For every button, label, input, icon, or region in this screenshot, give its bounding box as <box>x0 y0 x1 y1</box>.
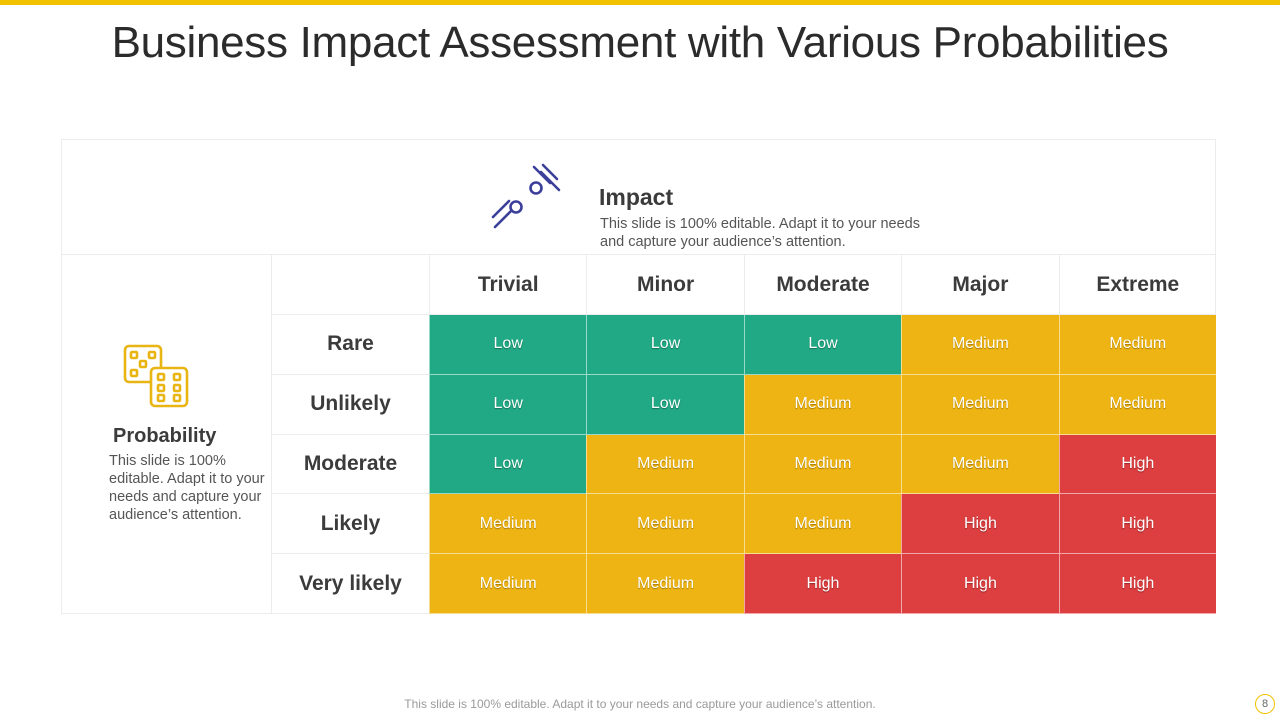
comet-icon <box>491 163 561 229</box>
risk-cell: High <box>743 554 902 614</box>
risk-cell: Medium <box>1058 374 1216 435</box>
impact-description: This slide is 100% editable. Adapt it to… <box>600 216 920 250</box>
risk-cell: High <box>1058 554 1216 614</box>
risk-cell: High <box>1058 434 1216 495</box>
risk-cell: Medium <box>743 494 902 555</box>
row-header-moderate: Moderate <box>272 435 429 495</box>
risk-cell: Medium <box>743 434 902 495</box>
risk-cell: Medium <box>743 374 902 435</box>
probability-title: Probability <box>113 425 217 447</box>
impact-title: Impact <box>599 184 674 210</box>
risk-cell: Low <box>429 374 587 435</box>
risk-cell: High <box>901 554 1059 614</box>
risk-cell: Medium <box>901 374 1059 435</box>
risk-cell: Medium <box>586 494 744 555</box>
risk-cell: Medium <box>901 315 1059 375</box>
risk-cell: Low <box>429 434 587 495</box>
risk-cell: Medium <box>901 434 1059 495</box>
row-header-likely: Likely <box>272 494 429 555</box>
risk-cell: Low <box>586 374 744 435</box>
column-header-moderate: Moderate <box>743 255 902 315</box>
risk-cell: Low <box>429 315 587 375</box>
impact-header-band <box>61 139 1216 255</box>
risk-cell: Medium <box>429 494 587 555</box>
row-header-unlikely: Unlikely <box>272 375 429 435</box>
risk-cell: Low <box>743 315 902 375</box>
risk-cell: Medium <box>586 554 744 614</box>
risk-cell: Medium <box>1058 315 1216 375</box>
row-header-very-likely: Very likely <box>299 572 402 596</box>
column-header-major: Major <box>901 255 1059 315</box>
risk-cell: High <box>901 494 1059 555</box>
matrix-corner <box>272 255 429 315</box>
risk-cell: Low <box>586 315 744 375</box>
column-header-trivial: Trivial <box>429 255 587 315</box>
page-title: Business Impact Assessment with Various … <box>111 18 1169 67</box>
page-number: 8 <box>1255 694 1275 714</box>
dice-icon <box>123 344 189 408</box>
probability-description: This slide is 100% editable. Adapt it to… <box>109 453 265 523</box>
row-header-rare: Rare <box>272 315 429 375</box>
probability-panel <box>61 255 272 614</box>
risk-cell: High <box>1058 494 1216 555</box>
risk-cell: Medium <box>429 554 587 614</box>
column-header-minor: Minor <box>586 255 744 315</box>
risk-cell: Medium <box>586 434 744 495</box>
column-header-extreme: Extreme <box>1058 255 1216 315</box>
top-accent-bar <box>0 0 1280 5</box>
footer-note: This slide is 100% editable. Adapt it to… <box>404 697 876 711</box>
risk-matrix: Trivial Minor Moderate Major Extreme Rar… <box>272 255 1216 614</box>
